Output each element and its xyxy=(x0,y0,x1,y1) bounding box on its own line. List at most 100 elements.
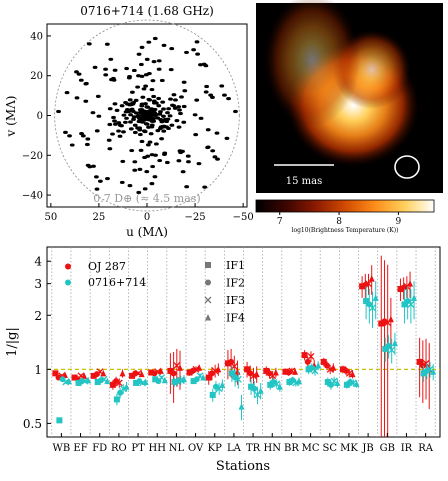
uv-point xyxy=(148,132,154,136)
gains-y-tick-label: 2 xyxy=(34,309,42,323)
uv-point xyxy=(205,145,211,149)
gain-point-if4 xyxy=(81,372,88,379)
uv-point xyxy=(138,62,144,67)
uv-point xyxy=(112,119,117,123)
uv-point xyxy=(142,117,148,122)
gain-point-if4 xyxy=(315,362,322,369)
uv-point xyxy=(170,103,175,107)
gain-point-if4 xyxy=(276,383,283,390)
gain-point-if2 xyxy=(232,374,239,381)
uv-point xyxy=(132,160,138,164)
legend-source-label: OJ 287 xyxy=(88,260,126,273)
uv-point xyxy=(139,102,145,106)
station-label: FD xyxy=(92,443,107,454)
uv-point xyxy=(151,94,157,99)
uv-point xyxy=(150,79,156,83)
uv-point xyxy=(160,100,166,104)
gain-point-if4 xyxy=(407,280,414,287)
uv-point xyxy=(108,57,114,61)
gain-point-if1 xyxy=(205,374,212,381)
uv-y-ticks: 40 20 0 −20 −40 xyxy=(22,31,51,202)
gain-point-if4 xyxy=(138,370,145,378)
uv-point xyxy=(123,100,128,105)
gain-point-if2 xyxy=(381,318,388,325)
uv-point xyxy=(155,129,161,133)
gain-point-if1 xyxy=(305,366,312,373)
gain-point-if2 xyxy=(212,383,219,390)
gain-point-if4 xyxy=(177,364,184,371)
uv-x-tick-label: 50 xyxy=(44,212,57,223)
uv-point xyxy=(132,168,138,172)
gain-point-if4 xyxy=(196,364,203,371)
gain-point-if1 xyxy=(90,372,97,379)
gain-point-if4 xyxy=(272,369,279,376)
gain-point-if1 xyxy=(209,391,216,398)
uv-point xyxy=(158,125,164,129)
gain-point-if2 xyxy=(132,370,139,377)
uv-point xyxy=(153,113,159,117)
uv-point xyxy=(132,130,138,135)
uv-point xyxy=(212,155,218,159)
uv-point xyxy=(97,179,103,183)
uv-point xyxy=(131,68,137,73)
gain-point-if1 xyxy=(401,301,408,308)
gain-point-if3 xyxy=(307,352,315,360)
gains-y-tick-label: 4 xyxy=(34,255,42,269)
gain-point-if4 xyxy=(104,377,111,385)
gain-point-if4 xyxy=(161,376,168,384)
uv-point xyxy=(119,180,125,185)
uv-point xyxy=(194,98,200,102)
uv-point xyxy=(161,43,167,47)
uv-point xyxy=(168,67,174,72)
uv-point xyxy=(142,187,148,191)
gain-point-if1 xyxy=(171,379,178,386)
uv-point xyxy=(112,68,118,72)
uv-x-label: u (MΛ) xyxy=(126,225,168,239)
legend-if-label: IF4 xyxy=(226,312,245,325)
gain-point-if1 xyxy=(148,369,155,376)
uv-point xyxy=(131,115,137,119)
uv-point xyxy=(105,176,110,181)
uv-point xyxy=(177,108,182,112)
colorbar-tick-label: 8 xyxy=(336,217,342,227)
uv-point xyxy=(181,80,187,84)
uv-point xyxy=(184,50,189,55)
uv-point xyxy=(169,123,175,127)
station-label: HN xyxy=(264,443,282,454)
uv-point xyxy=(127,98,133,102)
uv-point xyxy=(67,134,72,138)
gain-point-if2 xyxy=(113,378,120,385)
gain-point-if1 xyxy=(343,381,350,388)
gains-y-tick-label: 1 xyxy=(34,363,42,377)
uv-point xyxy=(192,113,198,117)
uv-point xyxy=(196,161,202,166)
gain-point-if3 xyxy=(422,359,430,367)
legend-source-marker xyxy=(65,263,71,270)
uv-point xyxy=(103,73,109,77)
gain-point-if1 xyxy=(382,345,389,352)
gain-point-if4 xyxy=(292,368,299,375)
gain-point-if4 xyxy=(215,365,222,373)
colorbar xyxy=(255,199,435,213)
uv-point xyxy=(140,120,145,124)
uv-point xyxy=(226,97,231,101)
uv-point xyxy=(104,42,110,46)
uv-point xyxy=(91,164,96,168)
uv-point xyxy=(145,143,151,147)
uv-annotation: 0.7 D⊕ (≈ 4.5 mas) xyxy=(93,192,200,205)
uv-point xyxy=(135,85,141,89)
station-label: IR xyxy=(401,443,413,454)
uv-point xyxy=(137,167,143,172)
uv-point xyxy=(140,114,146,119)
uv-point xyxy=(85,137,91,141)
brightness-image xyxy=(264,0,420,167)
uv-circle xyxy=(54,19,240,212)
uv-point xyxy=(193,133,199,137)
uv-point xyxy=(137,126,143,130)
uv-point xyxy=(151,59,157,64)
uv-y-tick-label: −20 xyxy=(22,151,43,162)
gain-marks xyxy=(52,255,437,437)
uv-point xyxy=(208,93,214,97)
uv-point xyxy=(144,105,150,109)
gain-point-if4 xyxy=(391,339,398,347)
